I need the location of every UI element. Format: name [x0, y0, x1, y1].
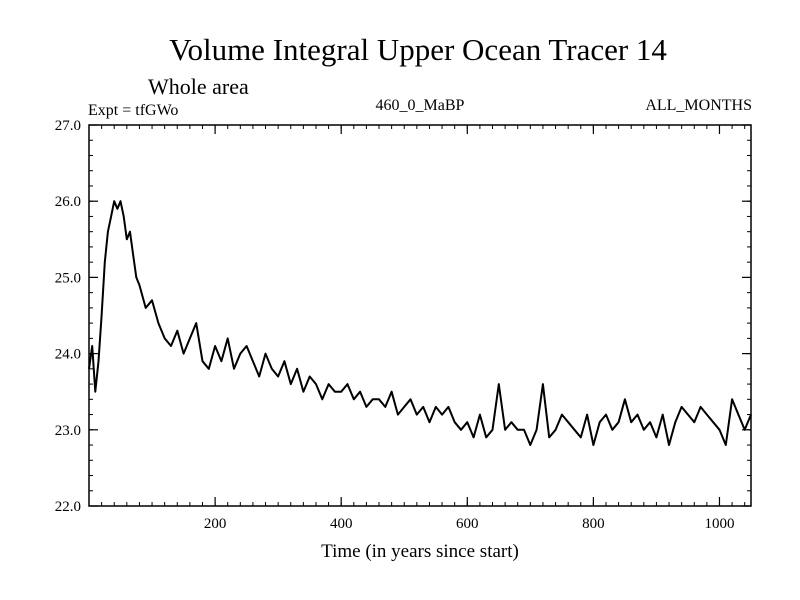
run-id-label: 460_0_MaBP: [376, 97, 465, 114]
plot-frame: [88, 124, 752, 507]
y-tick-label: 24.0: [55, 347, 81, 363]
plot-area: 200 400 600 800 1000 22.0 23.0 24.0 25.0 26.0 27.0: [55, 118, 752, 532]
chart-subtitle: Whole area: [148, 74, 249, 99]
chart-title: Volume Integral Upper Ocean Tracer 14: [169, 32, 667, 67]
x-tick-label: 600: [456, 516, 479, 532]
series-line-tracer-14: [88, 200, 752, 446]
months-label: ALL_MONTHS: [645, 97, 752, 114]
y-tick-label: 27.0: [55, 118, 81, 134]
y-tick-label: 23.0: [55, 423, 81, 439]
y-tick-label: 25.0: [55, 270, 81, 286]
y-tick-label: 26.0: [55, 194, 81, 210]
x-tick-label: 400: [330, 516, 353, 532]
y-tick-label: 22.0: [55, 499, 81, 515]
experiment-label: Expt = tfGWo: [88, 102, 178, 119]
x-axis-label: Time (in years since start): [321, 541, 519, 562]
x-tick-label: 800: [582, 516, 605, 532]
x-tick-label: 1000: [704, 516, 734, 532]
x-tick-label: 200: [204, 516, 227, 532]
